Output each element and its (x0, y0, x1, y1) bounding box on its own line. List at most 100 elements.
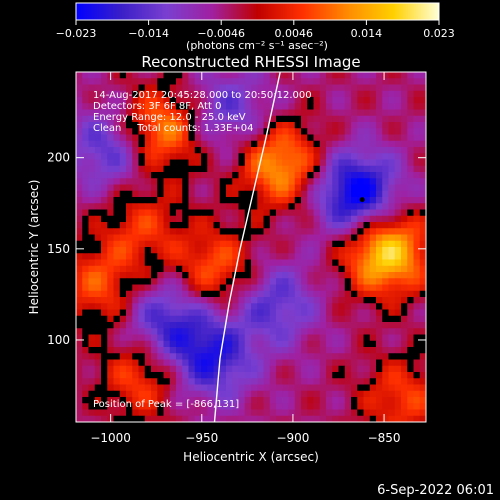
heatmap-cell (94, 203, 102, 210)
heatmap-cell (369, 372, 377, 379)
heatmap-cell (226, 303, 233, 310)
heatmap-cell (413, 172, 421, 179)
heatmap-cell (176, 203, 183, 210)
heatmap-cell (276, 153, 283, 160)
heatmap-cell (169, 265, 177, 273)
heatmap-cell (326, 178, 333, 185)
heatmap-cell (144, 353, 152, 360)
heatmap-cell (219, 159, 227, 167)
heatmap-cell (313, 134, 321, 142)
heatmap-cell (169, 90, 177, 98)
heatmap-cell (157, 228, 164, 235)
heatmap-cell (132, 309, 139, 317)
heatmap-cell (88, 309, 96, 317)
heatmap-cell (132, 178, 139, 185)
heatmap-cell (132, 228, 139, 235)
heatmap-cell (88, 222, 96, 229)
heatmap-cell (101, 297, 108, 304)
heatmap-cell (263, 253, 271, 260)
heatmap-cell (126, 197, 133, 204)
heatmap-cell (263, 147, 271, 154)
heatmap-cell (101, 397, 108, 404)
heatmap-cell (113, 347, 121, 354)
heatmap-cell (207, 197, 214, 204)
heatmap-cell (176, 240, 183, 248)
heatmap-cell (257, 197, 264, 204)
heatmap-cell (188, 259, 196, 267)
heatmap-cell (232, 315, 239, 323)
heatmap-cell (282, 259, 289, 267)
heatmap-cell (307, 322, 314, 329)
heatmap-cell (407, 84, 414, 92)
heatmap-cell (326, 97, 333, 104)
heatmap-cell (251, 178, 258, 185)
heatmap-cell (144, 134, 152, 142)
heatmap-cell (413, 372, 421, 379)
heatmap-cell (369, 72, 377, 79)
heatmap-cell (382, 197, 389, 204)
heatmap-cell (157, 203, 164, 210)
heatmap-cell (157, 265, 164, 273)
heatmap-cell (288, 309, 296, 317)
heatmap-cell (113, 265, 121, 273)
heatmap-cell (144, 322, 152, 329)
heatmap-cell (163, 315, 171, 323)
heatmap-cell (238, 72, 246, 79)
heatmap-cell (363, 403, 371, 410)
heatmap-cell (382, 97, 389, 104)
heatmap-cell (276, 103, 283, 110)
heatmap-cell (238, 184, 246, 192)
heatmap-cell (407, 253, 414, 260)
heatmap-cell (419, 84, 426, 92)
heatmap-cell (357, 234, 364, 242)
heatmap-cell (94, 190, 102, 198)
heatmap-cell (201, 90, 208, 98)
heatmap-cell (419, 172, 426, 179)
heatmap-cell (232, 122, 239, 129)
heatmap-cell (107, 178, 114, 185)
solar-limb-line (213, 72, 281, 422)
heatmap-cell (351, 247, 358, 254)
heatmap-cell (244, 347, 252, 354)
heatmap-cell (151, 347, 158, 354)
heatmap-cell (213, 240, 221, 248)
heatmap-cell (101, 228, 108, 235)
heatmap-cell (151, 72, 158, 79)
heatmap-cell (194, 415, 202, 422)
heatmap-cell (219, 409, 227, 417)
heatmap-cell (101, 140, 108, 148)
heatmap-cell (263, 259, 271, 267)
heatmap-cell (388, 122, 396, 129)
heatmap-cell (182, 178, 189, 185)
heatmap-cell (151, 403, 158, 410)
heatmap-cell (126, 390, 133, 398)
heatmap-cell (307, 415, 314, 422)
heatmap-cell (232, 115, 239, 123)
heatmap-cell (151, 209, 158, 217)
heatmap-cell (307, 328, 314, 335)
heatmap-cell (269, 259, 277, 267)
heatmap-cell (382, 128, 389, 135)
heatmap-cell (369, 128, 377, 135)
heatmap-cell (188, 328, 196, 335)
heatmap-cell (357, 315, 364, 323)
heatmap-cell (351, 147, 358, 154)
heatmap-cell (357, 347, 364, 354)
heatmap-cell (194, 315, 202, 323)
heatmap-cell (251, 397, 258, 404)
heatmap-cell (301, 109, 308, 117)
heatmap-cell (282, 209, 289, 217)
heatmap-cell (119, 190, 127, 198)
heatmap-cell (188, 353, 196, 360)
heatmap-cell (119, 159, 127, 167)
heatmap-cell (226, 134, 233, 142)
heatmap-cell (301, 247, 308, 254)
heatmap-cell (357, 228, 364, 235)
heatmap-cell (176, 415, 183, 422)
heatmap-cell (194, 97, 202, 104)
heatmap-cell (101, 415, 108, 422)
heatmap-cell (169, 103, 177, 110)
heatmap-cell (101, 153, 108, 160)
heatmap-cell (363, 90, 371, 98)
heatmap-cell (344, 184, 352, 192)
